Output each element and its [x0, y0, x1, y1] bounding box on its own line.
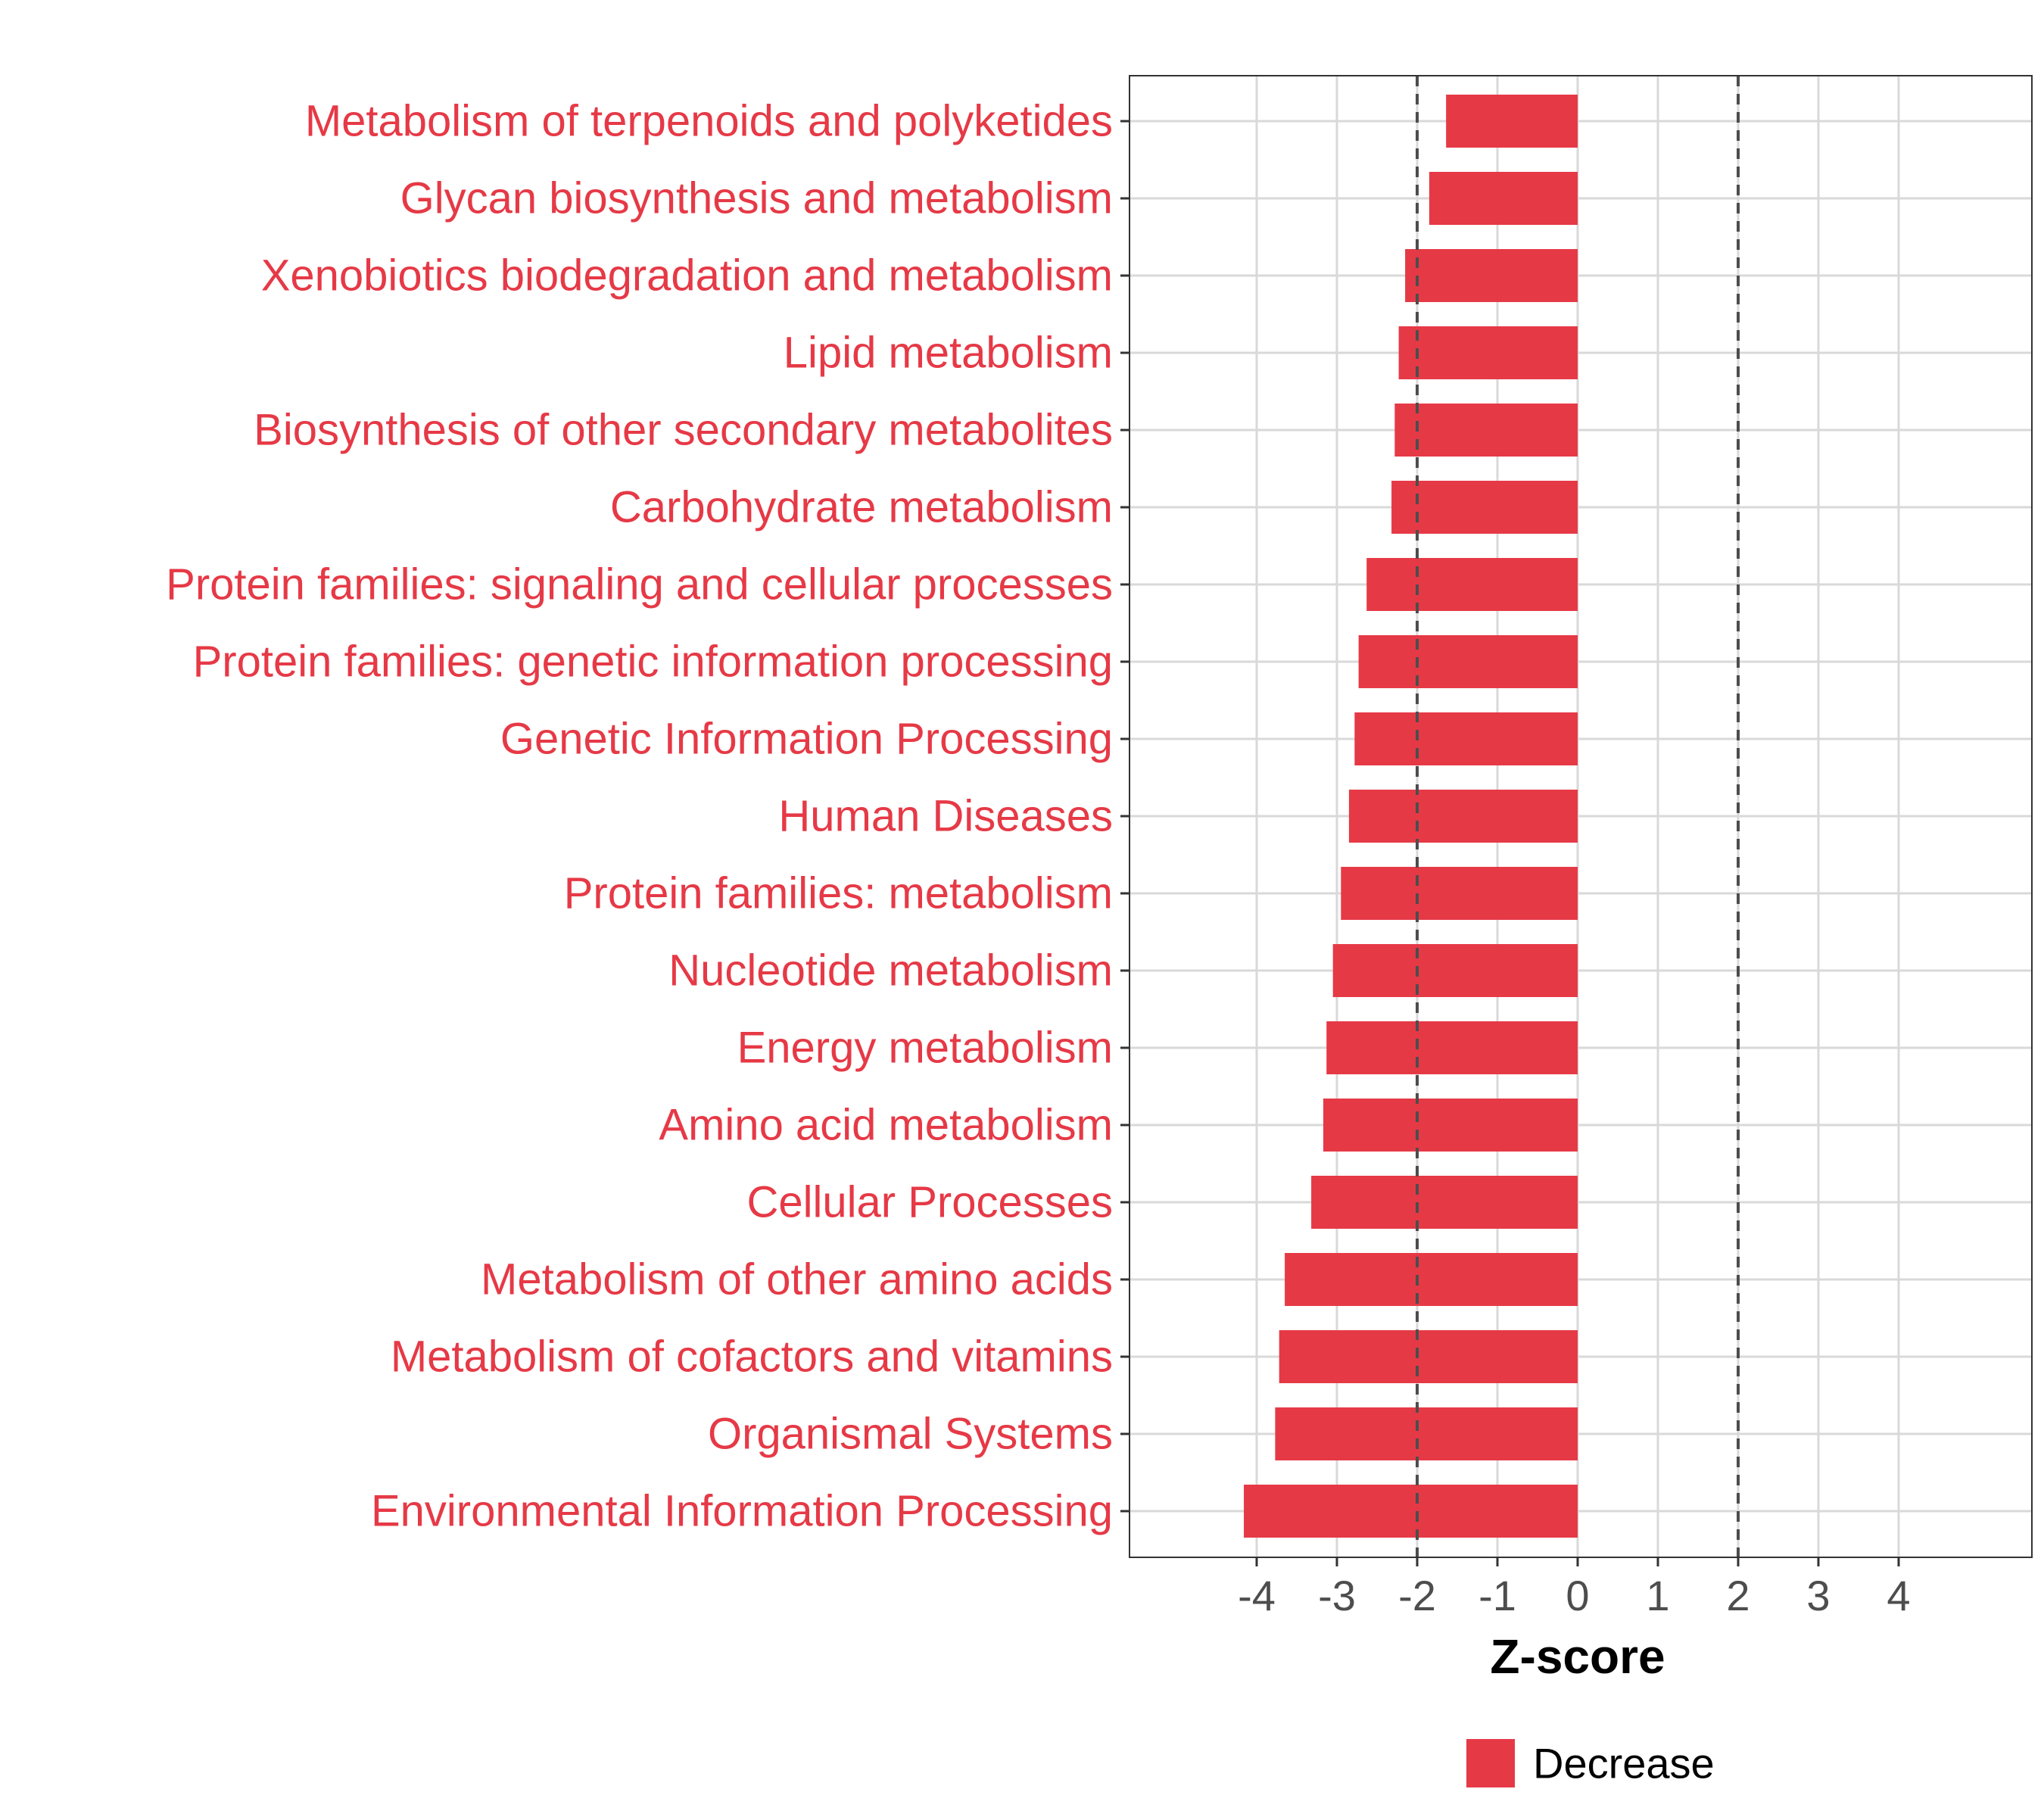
- x-tick-label: 1: [1646, 1572, 1669, 1619]
- bar: [1279, 1330, 1578, 1383]
- bar: [1391, 481, 1578, 534]
- y-tick-label: Genetic Information Processing: [500, 715, 1113, 764]
- legend-label-decrease: Decrease: [1533, 1740, 1715, 1787]
- bar: [1405, 249, 1578, 302]
- bar: [1244, 1485, 1578, 1538]
- y-tick-label: Protein families: signaling and cellular…: [166, 560, 1113, 609]
- x-tick-label: -3: [1318, 1572, 1356, 1619]
- x-tick-label: 0: [1566, 1572, 1589, 1619]
- legend-key-decrease: [1466, 1739, 1515, 1787]
- bar: [1394, 404, 1578, 457]
- bar: [1275, 1407, 1578, 1460]
- bar: [1323, 1099, 1578, 1152]
- bar: [1398, 326, 1578, 379]
- bar: [1429, 172, 1578, 225]
- x-tick-label: 3: [1806, 1572, 1830, 1619]
- x-tick-label: 2: [1726, 1572, 1750, 1619]
- bar: [1348, 790, 1578, 843]
- bar: [1326, 1021, 1578, 1074]
- bar: [1332, 944, 1578, 997]
- y-tick-label: Energy metabolism: [737, 1024, 1113, 1073]
- y-tick-label: Biosynthesis of other secondary metaboli…: [254, 406, 1113, 455]
- y-tick-label: Environmental Information Processing: [371, 1487, 1113, 1536]
- y-tick-label: Organismal Systems: [708, 1410, 1113, 1459]
- y-axis: Metabolism of terpenoids and polyketides…: [166, 97, 1129, 1536]
- y-tick-label: Protein families: genetic information pr…: [193, 637, 1113, 687]
- y-tick-label: Metabolism of terpenoids and polyketides: [305, 97, 1113, 146]
- bar: [1311, 1176, 1578, 1229]
- bar: [1341, 867, 1578, 920]
- y-tick-label: Carbohydrate metabolism: [610, 483, 1113, 532]
- bar: [1446, 95, 1578, 148]
- y-tick-label: Metabolism of cofactors and vitamins: [391, 1332, 1113, 1382]
- x-tick-label: 4: [1887, 1572, 1910, 1619]
- y-tick-label: Glycan biosynthesis and metabolism: [400, 174, 1113, 223]
- y-tick-label: Nucleotide metabolism: [668, 946, 1113, 996]
- y-tick-label: Metabolism of other amino acids: [481, 1255, 1113, 1304]
- bar: [1354, 712, 1578, 765]
- bar: [1358, 635, 1578, 688]
- y-tick-label: Human Diseases: [778, 792, 1113, 841]
- x-axis: -4 -3 -2 -1 0 1 2 3 4: [1238, 1557, 1911, 1619]
- y-tick-label: Amino acid metabolism: [659, 1101, 1113, 1150]
- bar: [1366, 558, 1578, 611]
- bar: [1285, 1253, 1578, 1306]
- x-tick-label: -1: [1478, 1572, 1516, 1619]
- legend: Decrease: [1466, 1739, 1715, 1787]
- y-tick-label: Xenobiotics biodegradation and metabolis…: [261, 251, 1113, 301]
- y-tick-label: Lipid metabolism: [784, 329, 1113, 378]
- x-tick-label: -2: [1398, 1572, 1436, 1619]
- x-axis-title: Z-score: [1490, 1629, 1665, 1684]
- x-tick-label: -4: [1238, 1572, 1276, 1619]
- y-tick-label: Protein families: metabolism: [564, 869, 1113, 918]
- grid-lines: [1129, 76, 2032, 1557]
- y-tick-label: Cellular Processes: [746, 1178, 1113, 1227]
- bars: [1244, 95, 1578, 1538]
